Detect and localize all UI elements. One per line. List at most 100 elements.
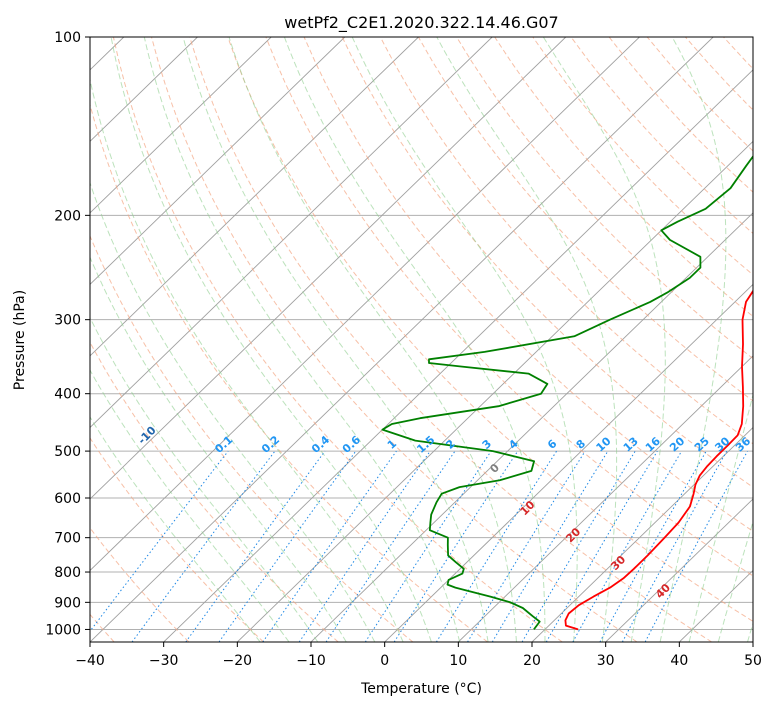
dry-adiabat-line [646, 37, 753, 152]
dry-adiabat-line [723, 37, 753, 70]
dry-adiabat-line [608, 37, 753, 193]
isotherm-line [90, 37, 567, 500]
y-axis: 100 200 300 400 500 600 700 800 900 1000 [45, 30, 90, 638]
mixing-ratio-line [393, 450, 519, 642]
moist-adiabat-line [436, 37, 618, 642]
y-axis-label: Pressure (hPa) [12, 290, 28, 390]
moist-adiabat-line [351, 37, 578, 642]
chart-title: wetPf2_C2E1.2020.322.14.46.G07 [284, 13, 558, 33]
isotherm-line [752, 641, 753, 642]
x-tick-label: 0 [380, 653, 389, 669]
x-tick-label: −40 [75, 653, 105, 669]
y-tick-label: 100 [54, 30, 81, 46]
moist-adiabat-line [90, 77, 404, 642]
isotherm-line [605, 498, 753, 642]
mixing-ratio-label: 0.2 [259, 433, 282, 456]
mixing-ratio-line [644, 450, 748, 642]
y-tick-label: 900 [54, 595, 81, 611]
isotherm-line [90, 37, 640, 572]
moist-adiabat-line [90, 369, 290, 642]
mixing-ratio-line [262, 450, 397, 642]
isotherm-line [457, 355, 753, 642]
dry-adiabat-line [762, 37, 775, 642]
mixing-ratio-line [521, 450, 636, 642]
moist-adiabat-line [143, 37, 461, 642]
x-tick-label: −30 [149, 653, 179, 669]
moist-adiabat-line [747, 621, 753, 642]
moist-adiabat-line [90, 255, 347, 642]
mixing-ratio-line [467, 450, 586, 642]
x-axis: −40 −30 −20 −10 0 10 20 30 40 50 [75, 642, 762, 669]
isotherm-line [90, 37, 198, 142]
moist-adiabat-line [110, 37, 432, 642]
mixing-ratio-line [599, 450, 707, 642]
y-tick-label: 400 [54, 387, 81, 403]
mixing-ratio-line [545, 450, 658, 642]
y-tick-label: 600 [54, 491, 81, 507]
y-tick-label: 300 [54, 313, 81, 329]
y-tick-label: 1000 [45, 622, 81, 638]
isotherm-line [531, 426, 753, 642]
dewpoint-line [381, 154, 753, 630]
dry-adiabat-line [90, 527, 190, 642]
moist-adiabat-line [283, 37, 546, 642]
dry-adiabat-line [494, 37, 753, 318]
dry-adiabat-line [417, 37, 753, 402]
moist-adiabat-line [90, 416, 261, 642]
mixing-ratio-line [131, 450, 276, 642]
mixing-ratio-line [90, 450, 229, 633]
x-tick-label: 40 [670, 653, 688, 669]
moist-adiabat-line [659, 37, 727, 642]
dry-adiabat-line [456, 37, 753, 360]
dry-adiabat-line [112, 37, 563, 642]
dry-adiabat-line [151, 37, 638, 642]
mixing-ratio-line [185, 450, 326, 642]
dry-adiabat-line [90, 234, 414, 642]
dry-adiabat-label: -10 [135, 424, 158, 447]
mixing-ratio-label: 4 [506, 437, 521, 452]
dry-adiabat-line [341, 37, 753, 488]
y-tick-label: 800 [54, 565, 81, 581]
temperature-line [564, 289, 753, 631]
mixing-ratio-line [364, 450, 492, 642]
moist-adiabat-line [90, 316, 319, 642]
mixing-ratio-line [325, 450, 456, 642]
x-tick-label: −10 [296, 653, 326, 669]
moist-adiabat-line [542, 37, 666, 642]
x-tick-label: 10 [449, 653, 467, 669]
dry-adiabat-line [90, 341, 339, 642]
x-axis-label: Temperature (°C) [360, 681, 482, 697]
mixing-ratio-label: 0.1 [212, 433, 235, 456]
mixing-ratio-line [491, 450, 609, 642]
dry-adiabat-line [90, 437, 264, 642]
mixing-ratio-line [218, 450, 357, 642]
moist-adiabat-line [228, 37, 517, 642]
x-tick-label: 20 [523, 653, 541, 669]
y-tick-label: 700 [54, 531, 81, 547]
moist-adiabat-label: 30 [608, 553, 628, 573]
isotherm-line [310, 212, 753, 642]
x-tick-label: 50 [744, 653, 762, 669]
x-tick-label: −20 [223, 653, 253, 669]
background-lines [90, 37, 775, 642]
mixing-ratio-label: 6 [545, 437, 560, 452]
moist-adiabat-line [182, 37, 489, 642]
plot-frame [89, 36, 754, 643]
moist-adiabat-line [688, 392, 753, 642]
dry-adiabat-line [189, 37, 712, 642]
mixing-ratio-label: 1 [385, 437, 399, 452]
mixing-ratio-label: 8 [574, 437, 588, 452]
isotherm-line [90, 37, 272, 214]
dry-adiabat-line [90, 102, 488, 642]
y-tick-label: 500 [54, 444, 81, 460]
moist-adiabat-line [717, 520, 753, 642]
moist-adiabat-label: 40 [653, 581, 673, 601]
mixing-ratio-label: 2 [443, 437, 457, 452]
mixing-ratio-line [298, 450, 431, 642]
isotherm-line [90, 37, 714, 642]
isotherm-line [236, 140, 753, 642]
isotherm-line [90, 37, 419, 357]
dry-adiabat-line [227, 37, 753, 622]
isotherm-line [90, 37, 493, 429]
